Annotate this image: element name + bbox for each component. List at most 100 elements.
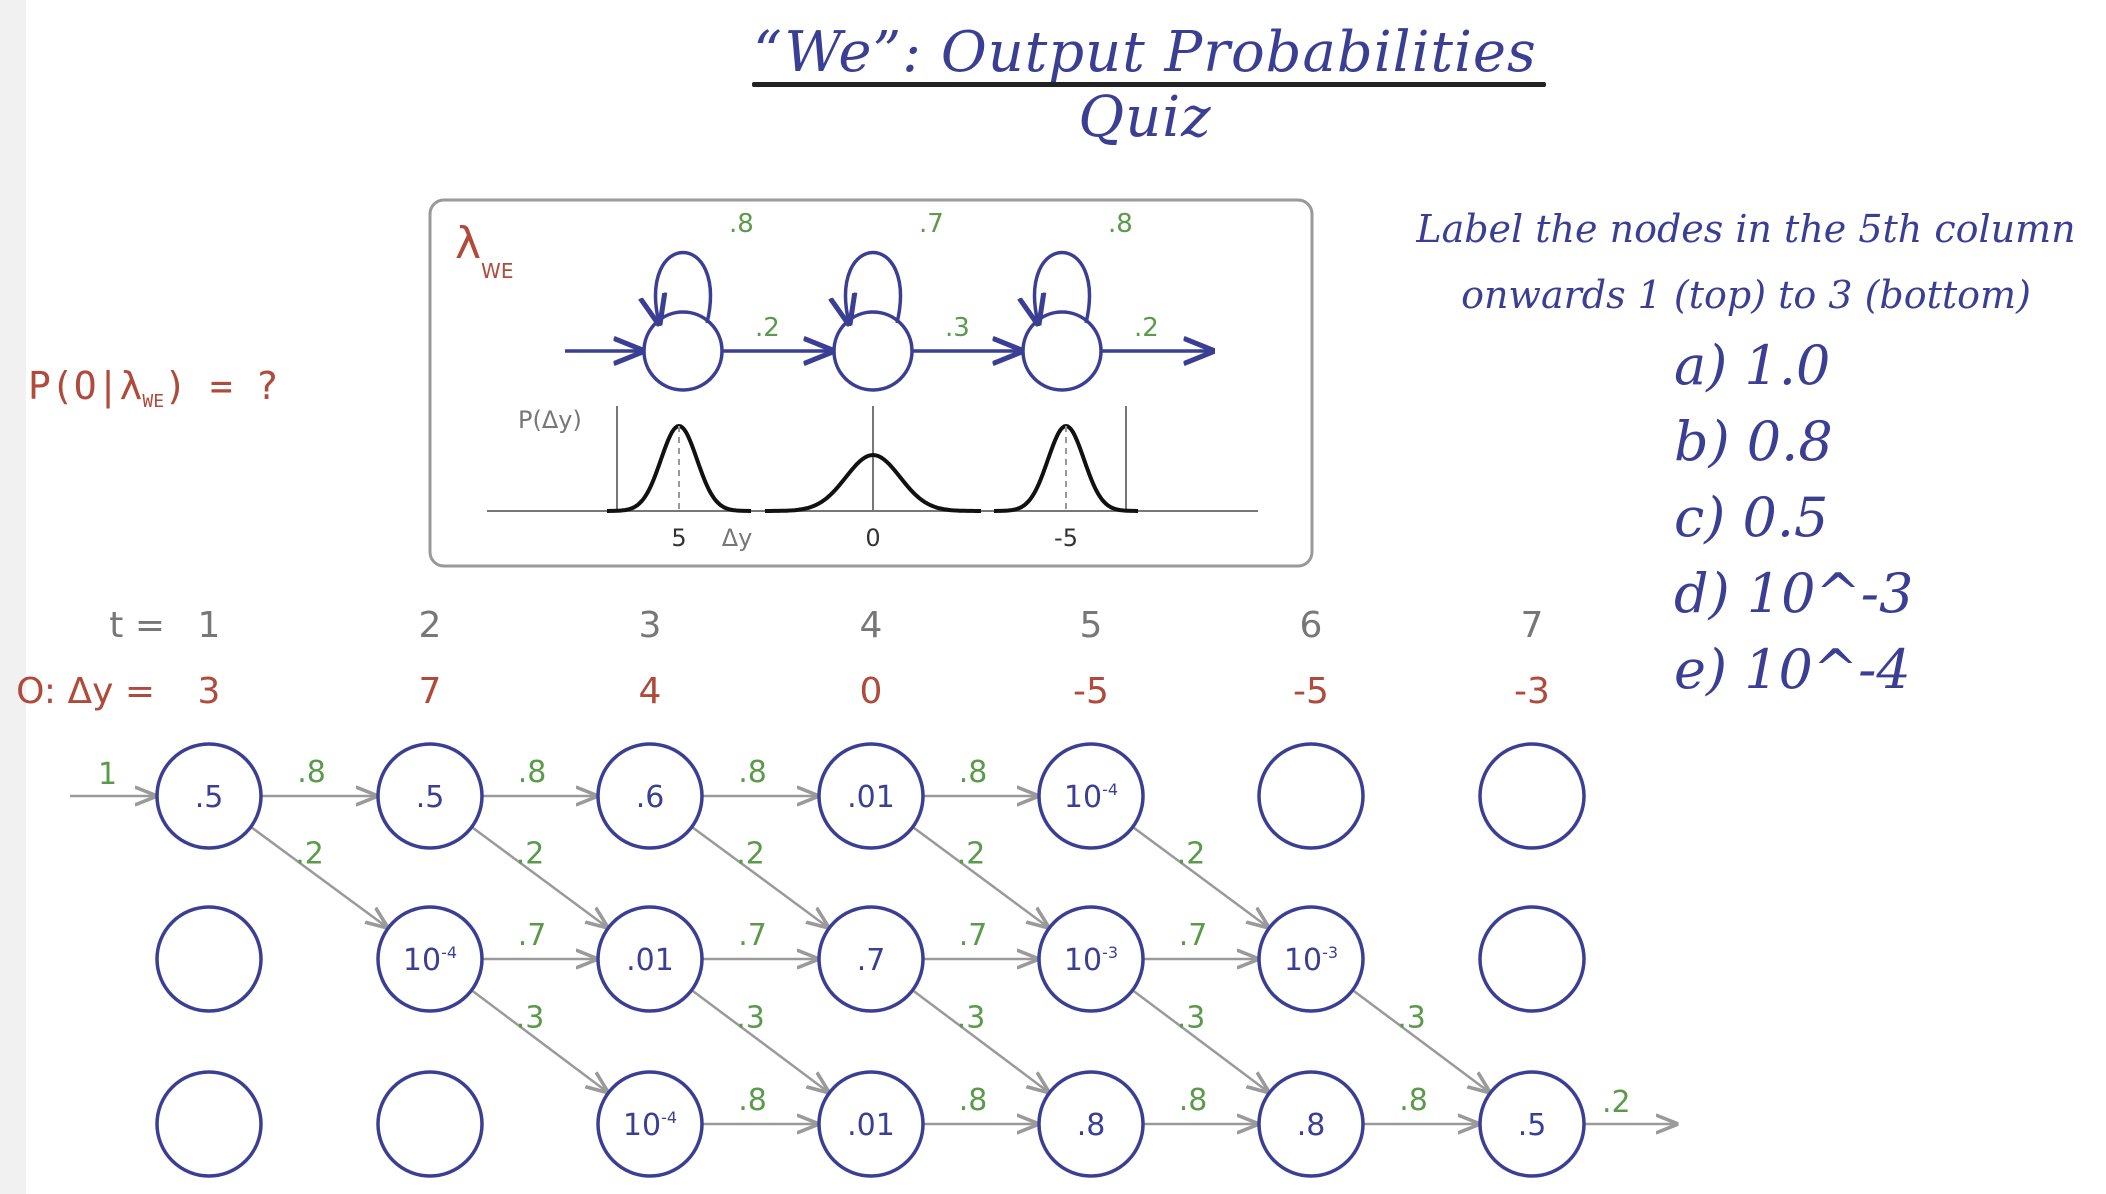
trellis-node-t6-s2	[1257, 905, 1365, 1013]
forward-arrow-s2-t2	[470, 989, 607, 1091]
trellis-node-value-t4-s1: .01	[847, 780, 895, 815]
trellis-node-t4-s1	[817, 742, 925, 850]
trellis-node-value-t2-s2: 10-4	[403, 943, 457, 978]
answer-options: a) 1.0 b) 0.8 c) 0.5 d) 10^-3 e) 10^-4	[1674, 334, 1913, 714]
option-e[interactable]: e) 10^-4	[1674, 638, 1911, 701]
time-2: 2	[419, 605, 442, 646]
trellis-node-value-t1-s1: .5	[195, 780, 224, 815]
trellis-node-value-t3-s3: 10-4	[623, 1108, 677, 1143]
trellis-node-t2-s2	[376, 905, 484, 1013]
model-transition-prob-1: .2	[755, 313, 780, 343]
model-self-prob-2: .7	[919, 209, 944, 239]
end-prob: .2	[1602, 1085, 1631, 1120]
observation-3: 4	[639, 671, 662, 712]
pdf-mean-label-2: 0	[865, 524, 880, 552]
trellis-node-t3-s3	[596, 1070, 704, 1178]
self-prob-s2-t3: .7	[738, 918, 767, 953]
self-prob-s1-t2: .8	[518, 755, 547, 790]
time-4: 4	[860, 605, 883, 646]
self-prob-s3-t5: .8	[1179, 1083, 1208, 1118]
trellis-node-t5-s3	[1037, 1070, 1145, 1178]
instructions: Label the nodes in the 5th column onward…	[1386, 196, 2106, 328]
time-3: 3	[639, 605, 662, 646]
pdf-x-label: Δy	[722, 524, 753, 552]
gaussian-curve-2	[765, 452, 981, 513]
trellis-node-t5-s2	[1037, 905, 1145, 1013]
trellis-node-t7-s3	[1478, 1070, 1586, 1178]
model-self-prob-3: .8	[1108, 209, 1133, 239]
question-suffix: ) = ?	[164, 364, 279, 408]
trellis-node-value-t4-s3: .01	[847, 1108, 895, 1143]
lambda-label: λWE	[455, 218, 513, 283]
observation-2: 7	[419, 671, 442, 712]
self-prob-s2-t4: .7	[959, 918, 988, 953]
trellis-node-value-t5-s1: 10-4	[1064, 780, 1118, 815]
question-prefix: P(O|λ	[28, 364, 143, 408]
self-prob-s2-t2: .7	[518, 918, 547, 953]
forward-arrow-s1-t1	[250, 825, 387, 927]
trellis-node-value-t5-s2: 10-3	[1064, 943, 1118, 978]
trellis-node-t3-s2	[596, 905, 704, 1013]
observation-6: -5	[1293, 671, 1329, 712]
trellis-node-value-t5-s3: .8	[1077, 1108, 1106, 1143]
observation-1: 3	[198, 671, 221, 712]
forward-arrow-s1-t5	[1132, 825, 1268, 927]
forward-prob-s2-t3: .3	[736, 1001, 765, 1036]
self-prob-s1-t4: .8	[959, 755, 988, 790]
forward-prob-s1-t5: .2	[1177, 837, 1206, 872]
start-prob: 1	[98, 757, 117, 792]
self-prob-s1-t1: .8	[297, 755, 326, 790]
quiz-title: “We”: Output Probabilities Quiz	[753, 20, 1537, 150]
model-transition-prob-2: .3	[945, 313, 970, 343]
question-text: P(O|λWE) = ?	[28, 364, 278, 412]
trellis-node-t5-s1	[1037, 742, 1145, 850]
model-self-prob-1: .8	[729, 209, 754, 239]
self-prob-s3-t4: .8	[959, 1083, 988, 1118]
instructions-line-1: Label the nodes in the 5th column	[1416, 207, 2076, 251]
trellis-node-value-t3-s2: .01	[626, 943, 674, 978]
forward-prob-s2-t4: .3	[957, 1001, 986, 1036]
title-underline	[752, 82, 1546, 87]
self-prob-s1-t3: .8	[738, 755, 767, 790]
forward-arrow-s1-t3	[691, 825, 828, 927]
trellis-node-t7-s2	[1478, 905, 1586, 1013]
option-c[interactable]: c) 0.5	[1674, 486, 1829, 549]
pdf-mean-label-3: -5	[1054, 524, 1078, 552]
time-5: 5	[1080, 605, 1103, 646]
trellis-node-t1-s2	[155, 905, 263, 1013]
pdf-y-label: P(Δy)	[518, 406, 582, 434]
trellis-node-t2-s3	[376, 1070, 484, 1178]
forward-arrow-s2-t3	[690, 989, 828, 1092]
question-subscript: WE	[142, 391, 165, 412]
model-self-loop-2	[846, 250, 903, 324]
observation-5: -5	[1073, 671, 1109, 712]
forward-prob-s2-t2: .3	[516, 1001, 545, 1036]
left-edge-strip	[0, 0, 26, 1194]
option-a[interactable]: a) 1.0	[1674, 334, 1831, 397]
forward-arrow-s2-t6	[1351, 989, 1489, 1092]
observation-row-label: O: Δy =	[16, 671, 155, 712]
time-6: 6	[1300, 605, 1323, 646]
trellis-node-t4-s3	[817, 1070, 925, 1178]
trellis-node-value-t3-s1: .6	[636, 780, 665, 815]
time-1: 1	[198, 605, 221, 646]
observation-4: 0	[860, 671, 883, 712]
forward-prob-s1-t4: .2	[957, 837, 986, 872]
self-prob-s3-t3: .8	[738, 1083, 767, 1118]
trellis-node-value-t4-s2: .7	[857, 943, 886, 978]
instructions-line-2: onwards 1 (top) to 3 (bottom)	[1461, 273, 2031, 317]
self-prob-s2-t5: .7	[1179, 918, 1208, 953]
trellis-node-t1-s3	[155, 1070, 263, 1178]
pdf-mean-label-1: 5	[671, 524, 686, 552]
forward-prob-s1-t3: .2	[736, 837, 765, 872]
forward-arrow-s2-t5	[1131, 989, 1268, 1091]
observation-7: -3	[1514, 671, 1550, 712]
option-d[interactable]: d) 10^-3	[1674, 562, 1914, 625]
trellis-node-t6-s1	[1257, 742, 1365, 850]
model-self-loop-1	[656, 250, 713, 324]
option-b[interactable]: b) 0.8	[1674, 410, 1833, 473]
trellis-node-value-t7-s3: .5	[1518, 1108, 1547, 1143]
forward-arrow-s2-t4	[911, 989, 1048, 1091]
